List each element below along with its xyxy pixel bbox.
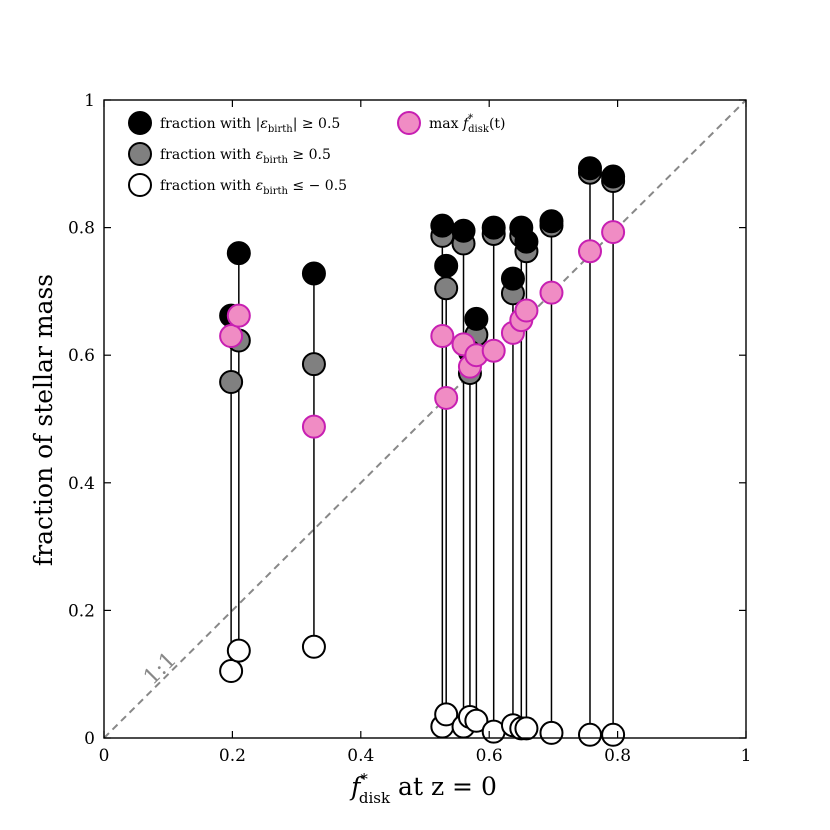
x-tick-label: 0.2 bbox=[219, 746, 246, 766]
point-abs-fraction bbox=[301, 261, 326, 286]
point-neg-fraction bbox=[577, 722, 602, 747]
legend-marker-neg bbox=[128, 173, 152, 197]
y-tick-label: 0.6 bbox=[68, 346, 95, 366]
one-to-one-line bbox=[103, 99, 747, 739]
point-max-fdisk bbox=[226, 303, 251, 328]
y-tick-label: 1 bbox=[84, 91, 95, 111]
y-axis-label: fraction of stellar mass bbox=[29, 274, 58, 566]
point-max-fdisk bbox=[219, 324, 244, 349]
point-neg-fraction bbox=[219, 659, 244, 684]
x-tick-label: 0.4 bbox=[347, 746, 374, 766]
legend-label-abs: fraction with |εbirth| ≥ 0.5 bbox=[160, 116, 340, 135]
point-neg-fraction bbox=[601, 722, 626, 747]
point-pos-fraction bbox=[219, 369, 244, 394]
x-label-sub: disk bbox=[359, 789, 391, 807]
point-neg-fraction bbox=[434, 702, 459, 727]
legend-label-max: max f* disk(t) bbox=[429, 113, 506, 135]
point-max-fdisk bbox=[514, 298, 539, 323]
point-abs-fraction bbox=[500, 266, 525, 291]
plot-frame bbox=[103, 99, 747, 739]
point-neg-fraction bbox=[301, 634, 326, 659]
point-max-fdisk bbox=[601, 220, 626, 245]
x-label-sup: * bbox=[360, 770, 368, 788]
y-tick-label: 0.8 bbox=[68, 219, 95, 239]
legend-label-neg: fraction with εbirth ≤ − 0.5 bbox=[160, 178, 347, 197]
point-abs-fraction bbox=[434, 253, 459, 278]
point-abs-fraction bbox=[430, 213, 455, 238]
point-abs-fraction bbox=[226, 241, 251, 266]
legend-label-pos: fraction with εbirth ≥ 0.5 bbox=[160, 147, 331, 166]
point-max-fdisk bbox=[434, 385, 459, 410]
point-abs-fraction bbox=[464, 306, 489, 331]
point-max-fdisk bbox=[301, 414, 326, 439]
y-tick-label: 0 bbox=[84, 729, 95, 749]
point-max-fdisk bbox=[430, 324, 455, 349]
point-neg-fraction bbox=[514, 716, 539, 741]
point-abs-fraction bbox=[451, 218, 476, 243]
data-points bbox=[219, 156, 626, 747]
legend-marker-pos bbox=[128, 142, 152, 166]
point-max-fdisk bbox=[577, 239, 602, 264]
point-max-fdisk bbox=[481, 338, 506, 363]
legend-marker-abs bbox=[128, 111, 152, 135]
point-neg-fraction bbox=[464, 708, 489, 733]
point-max-fdisk bbox=[539, 280, 564, 305]
x-tick-label: 1 bbox=[741, 746, 752, 766]
point-abs-fraction bbox=[577, 156, 602, 181]
legend: fraction with |εbirth| ≥ 0.5 fraction wit… bbox=[128, 111, 506, 197]
x-label-tail: at z = 0 bbox=[390, 772, 497, 801]
x-axis-label: f* disk at z = 0 bbox=[349, 770, 497, 807]
point-abs-fraction bbox=[514, 229, 539, 254]
x-label-base: f bbox=[349, 772, 364, 801]
y-tick-label: 0.4 bbox=[68, 474, 95, 494]
x-tick-label: 0.6 bbox=[476, 746, 503, 766]
point-pos-fraction bbox=[301, 352, 326, 377]
legend-marker-max bbox=[397, 111, 421, 135]
point-pos-fraction bbox=[434, 276, 459, 301]
axis-ticks: 0 0.2 0.4 0.6 0.8 1 0 0.2 0.4 0.6 0.8 1 bbox=[68, 91, 751, 766]
point-neg-fraction bbox=[226, 638, 251, 663]
y-tick-label: 0.2 bbox=[68, 601, 95, 621]
point-abs-fraction bbox=[539, 209, 564, 234]
x-tick-label: 0.8 bbox=[604, 746, 631, 766]
point-abs-fraction bbox=[601, 164, 626, 189]
point-abs-fraction bbox=[481, 215, 506, 240]
x-tick-label: 0 bbox=[99, 746, 110, 766]
point-neg-fraction bbox=[539, 720, 564, 745]
